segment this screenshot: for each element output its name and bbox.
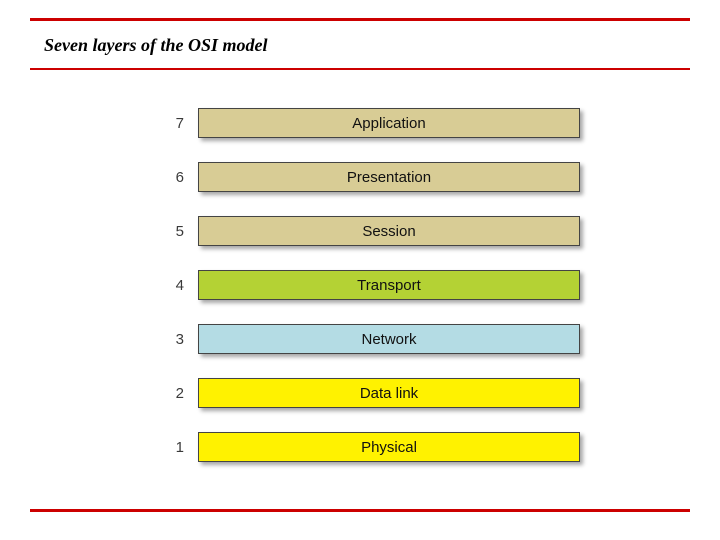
layer-number: 4 <box>160 277 184 294</box>
osi-stack: 7 Application 6 Presentation 5 Session 4… <box>160 108 580 486</box>
layer-row: 7 Application <box>160 108 580 138</box>
page-title: Seven layers of the OSI model <box>30 35 267 56</box>
layer-number: 2 <box>160 385 184 402</box>
layer-row: 2 Data link <box>160 378 580 408</box>
layer-bar-network: Network <box>198 324 580 354</box>
layer-row: 6 Presentation <box>160 162 580 192</box>
top-divider <box>30 18 690 21</box>
layer-bar-presentation: Presentation <box>198 162 580 192</box>
layer-bar-transport: Transport <box>198 270 580 300</box>
bottom-divider <box>30 509 690 512</box>
layer-row: 4 Transport <box>160 270 580 300</box>
layer-number: 6 <box>160 169 184 186</box>
layer-row: 5 Session <box>160 216 580 246</box>
layer-number: 5 <box>160 223 184 240</box>
layer-row: 1 Physical <box>160 432 580 462</box>
layer-number: 1 <box>160 439 184 456</box>
layer-bar-session: Session <box>198 216 580 246</box>
layer-bar-datalink: Data link <box>198 378 580 408</box>
layer-bar-physical: Physical <box>198 432 580 462</box>
title-band: Seven layers of the OSI model <box>30 22 690 68</box>
layer-number: 7 <box>160 115 184 132</box>
layer-row: 3 Network <box>160 324 580 354</box>
layer-number: 3 <box>160 331 184 348</box>
layer-bar-application: Application <box>198 108 580 138</box>
title-underline <box>30 68 690 70</box>
